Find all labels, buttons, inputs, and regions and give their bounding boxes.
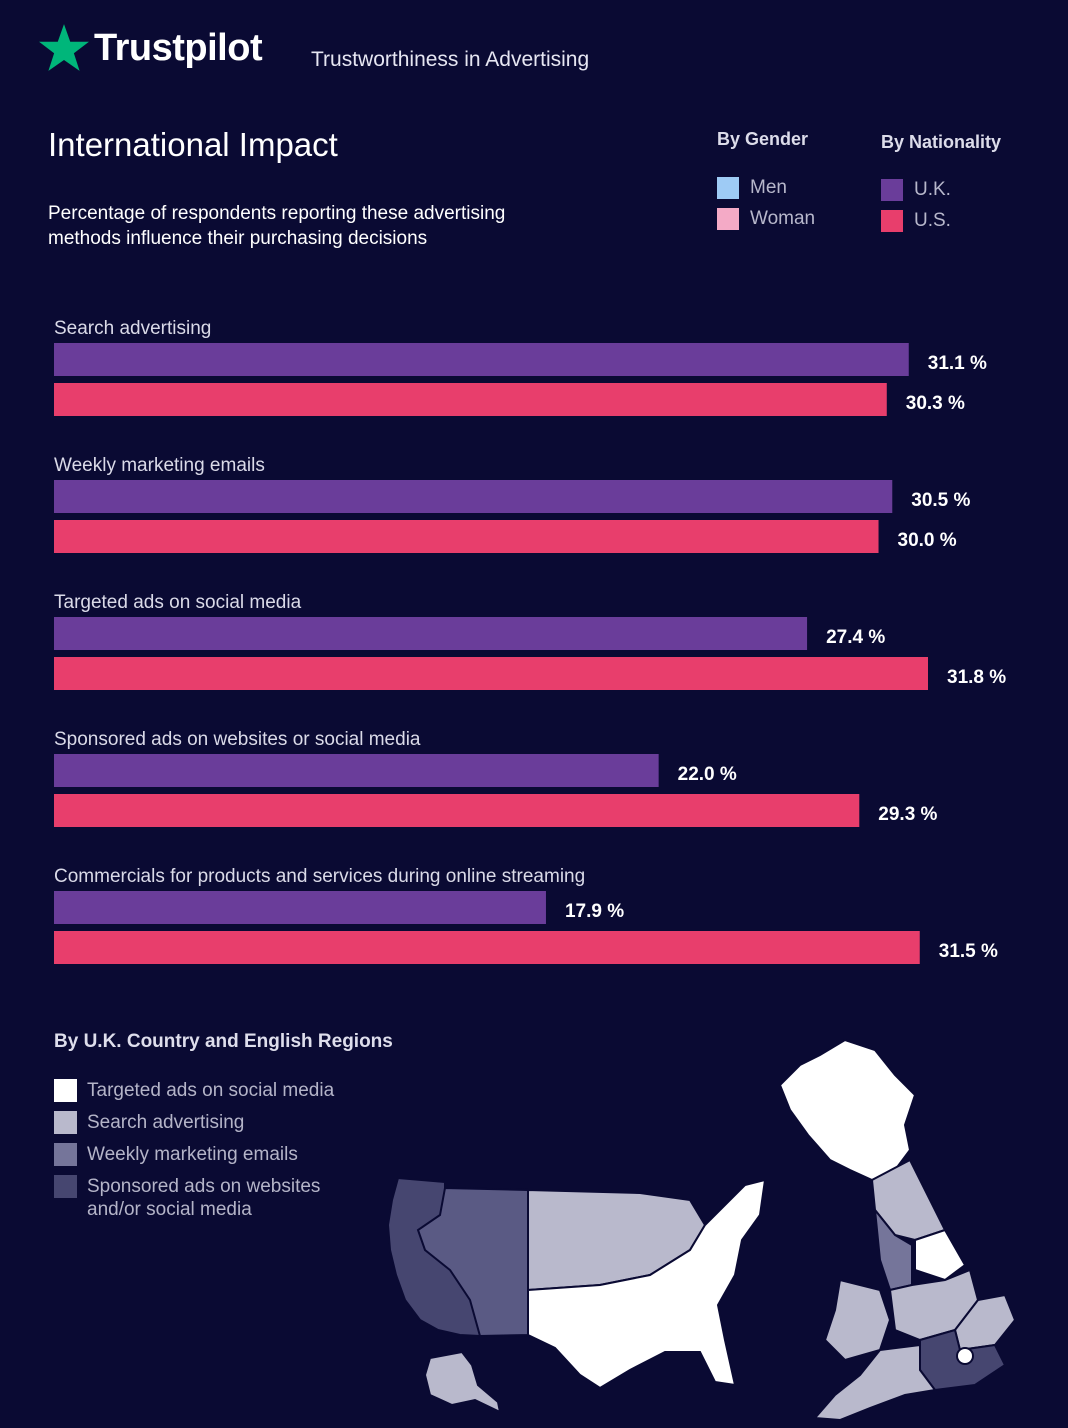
uk-map-yorkshire bbox=[914, 1228, 967, 1282]
bar-chart: Search advertising 31.1 % 30.3 % Weekly mar… bbox=[54, 318, 1006, 964]
legend-swatch bbox=[717, 208, 739, 230]
chart-subtitle: Percentage of respondents reporting thes… bbox=[48, 203, 506, 249]
us-map bbox=[386, 1176, 767, 1414]
star-icon bbox=[39, 24, 89, 71]
legend-swatch bbox=[717, 177, 739, 199]
legend-label: Weekly marketing emails bbox=[87, 1144, 298, 1165]
legend-label: Sponsored ads on websites and/or social … bbox=[87, 1176, 321, 1220]
nationality-legend-heading: By Nationality bbox=[881, 132, 1002, 152]
bar-uk bbox=[54, 891, 546, 924]
legend-label: Woman bbox=[750, 208, 816, 229]
bar-us bbox=[54, 520, 879, 553]
uk-map-wales bbox=[823, 1278, 892, 1362]
bar-us bbox=[54, 794, 860, 827]
data-label: 31.5 % bbox=[939, 941, 998, 962]
regions-legend-item: Targeted ads on social media bbox=[54, 1079, 337, 1102]
page-title: International Impact bbox=[48, 126, 338, 163]
bar-uk bbox=[54, 617, 808, 650]
category-label: Weekly marketing emails bbox=[54, 455, 265, 476]
category-label: Targeted ads on social media bbox=[54, 592, 302, 613]
legend-swatch bbox=[881, 179, 903, 201]
regions-legend-item: Sponsored ads on websites and/or social … bbox=[54, 1175, 337, 1221]
data-label: 30.3 % bbox=[906, 393, 965, 414]
legend-item-woman: Woman bbox=[717, 208, 815, 230]
regions-legend-item: Weekly marketing emails bbox=[54, 1143, 337, 1166]
data-label: 31.8 % bbox=[947, 667, 1006, 688]
legend-item-men: Men bbox=[717, 177, 787, 199]
bar-uk bbox=[54, 754, 659, 787]
gender-legend-heading: By Gender bbox=[717, 129, 809, 149]
data-label: 17.9 % bbox=[565, 901, 624, 922]
data-label: 22.0 % bbox=[678, 764, 737, 785]
brand-name: Trustpilot bbox=[94, 26, 263, 69]
data-label: 27.4 % bbox=[826, 627, 885, 648]
data-label: 30.5 % bbox=[911, 490, 970, 511]
regions-legend-item: Search advertising bbox=[54, 1111, 337, 1134]
bar-us bbox=[54, 657, 928, 690]
data-label: 29.3 % bbox=[878, 804, 937, 825]
tagline: Trustworthiness in Advertising bbox=[311, 48, 590, 71]
legend-swatch bbox=[54, 1143, 77, 1166]
uk-map-scotland bbox=[778, 1038, 917, 1182]
bar-uk bbox=[54, 480, 893, 513]
category-label: Search advertising bbox=[54, 318, 211, 339]
bar-us bbox=[54, 383, 887, 416]
regions-title: By U.K. Country and English Regions bbox=[54, 1031, 393, 1052]
legend-swatch bbox=[54, 1111, 77, 1134]
category-label: Commercials for products and services du… bbox=[54, 866, 585, 887]
us-map-south-east bbox=[527, 1178, 767, 1390]
uk-map bbox=[778, 1038, 1017, 1422]
trustpilot-logo: Trustpilot bbox=[38, 22, 263, 74]
bar-us bbox=[54, 931, 920, 964]
legend-label: U.K. bbox=[914, 179, 951, 200]
legend-swatch bbox=[54, 1079, 77, 1102]
legend-label: Search advertising bbox=[87, 1112, 245, 1133]
data-label: 30.0 % bbox=[898, 530, 957, 551]
uk-map-south-west bbox=[812, 1343, 937, 1422]
category-label: Sponsored ads on websites or social medi… bbox=[54, 729, 421, 750]
uk-map-london bbox=[956, 1347, 974, 1365]
regions-legend: Targeted ads on social media Search adve… bbox=[54, 1079, 337, 1230]
legend-label: Targeted ads on social media bbox=[87, 1080, 335, 1101]
legend-label: U.S. bbox=[914, 210, 951, 231]
legend-item-us: U.S. bbox=[881, 210, 951, 232]
us-map-alaska bbox=[423, 1350, 502, 1414]
legend-swatch bbox=[54, 1175, 77, 1198]
legend-item-uk: U.K. bbox=[881, 179, 951, 201]
data-label: 31.1 % bbox=[928, 353, 987, 374]
legend-label: Men bbox=[750, 177, 787, 198]
bar-uk bbox=[54, 343, 909, 376]
legend-swatch bbox=[881, 210, 903, 232]
